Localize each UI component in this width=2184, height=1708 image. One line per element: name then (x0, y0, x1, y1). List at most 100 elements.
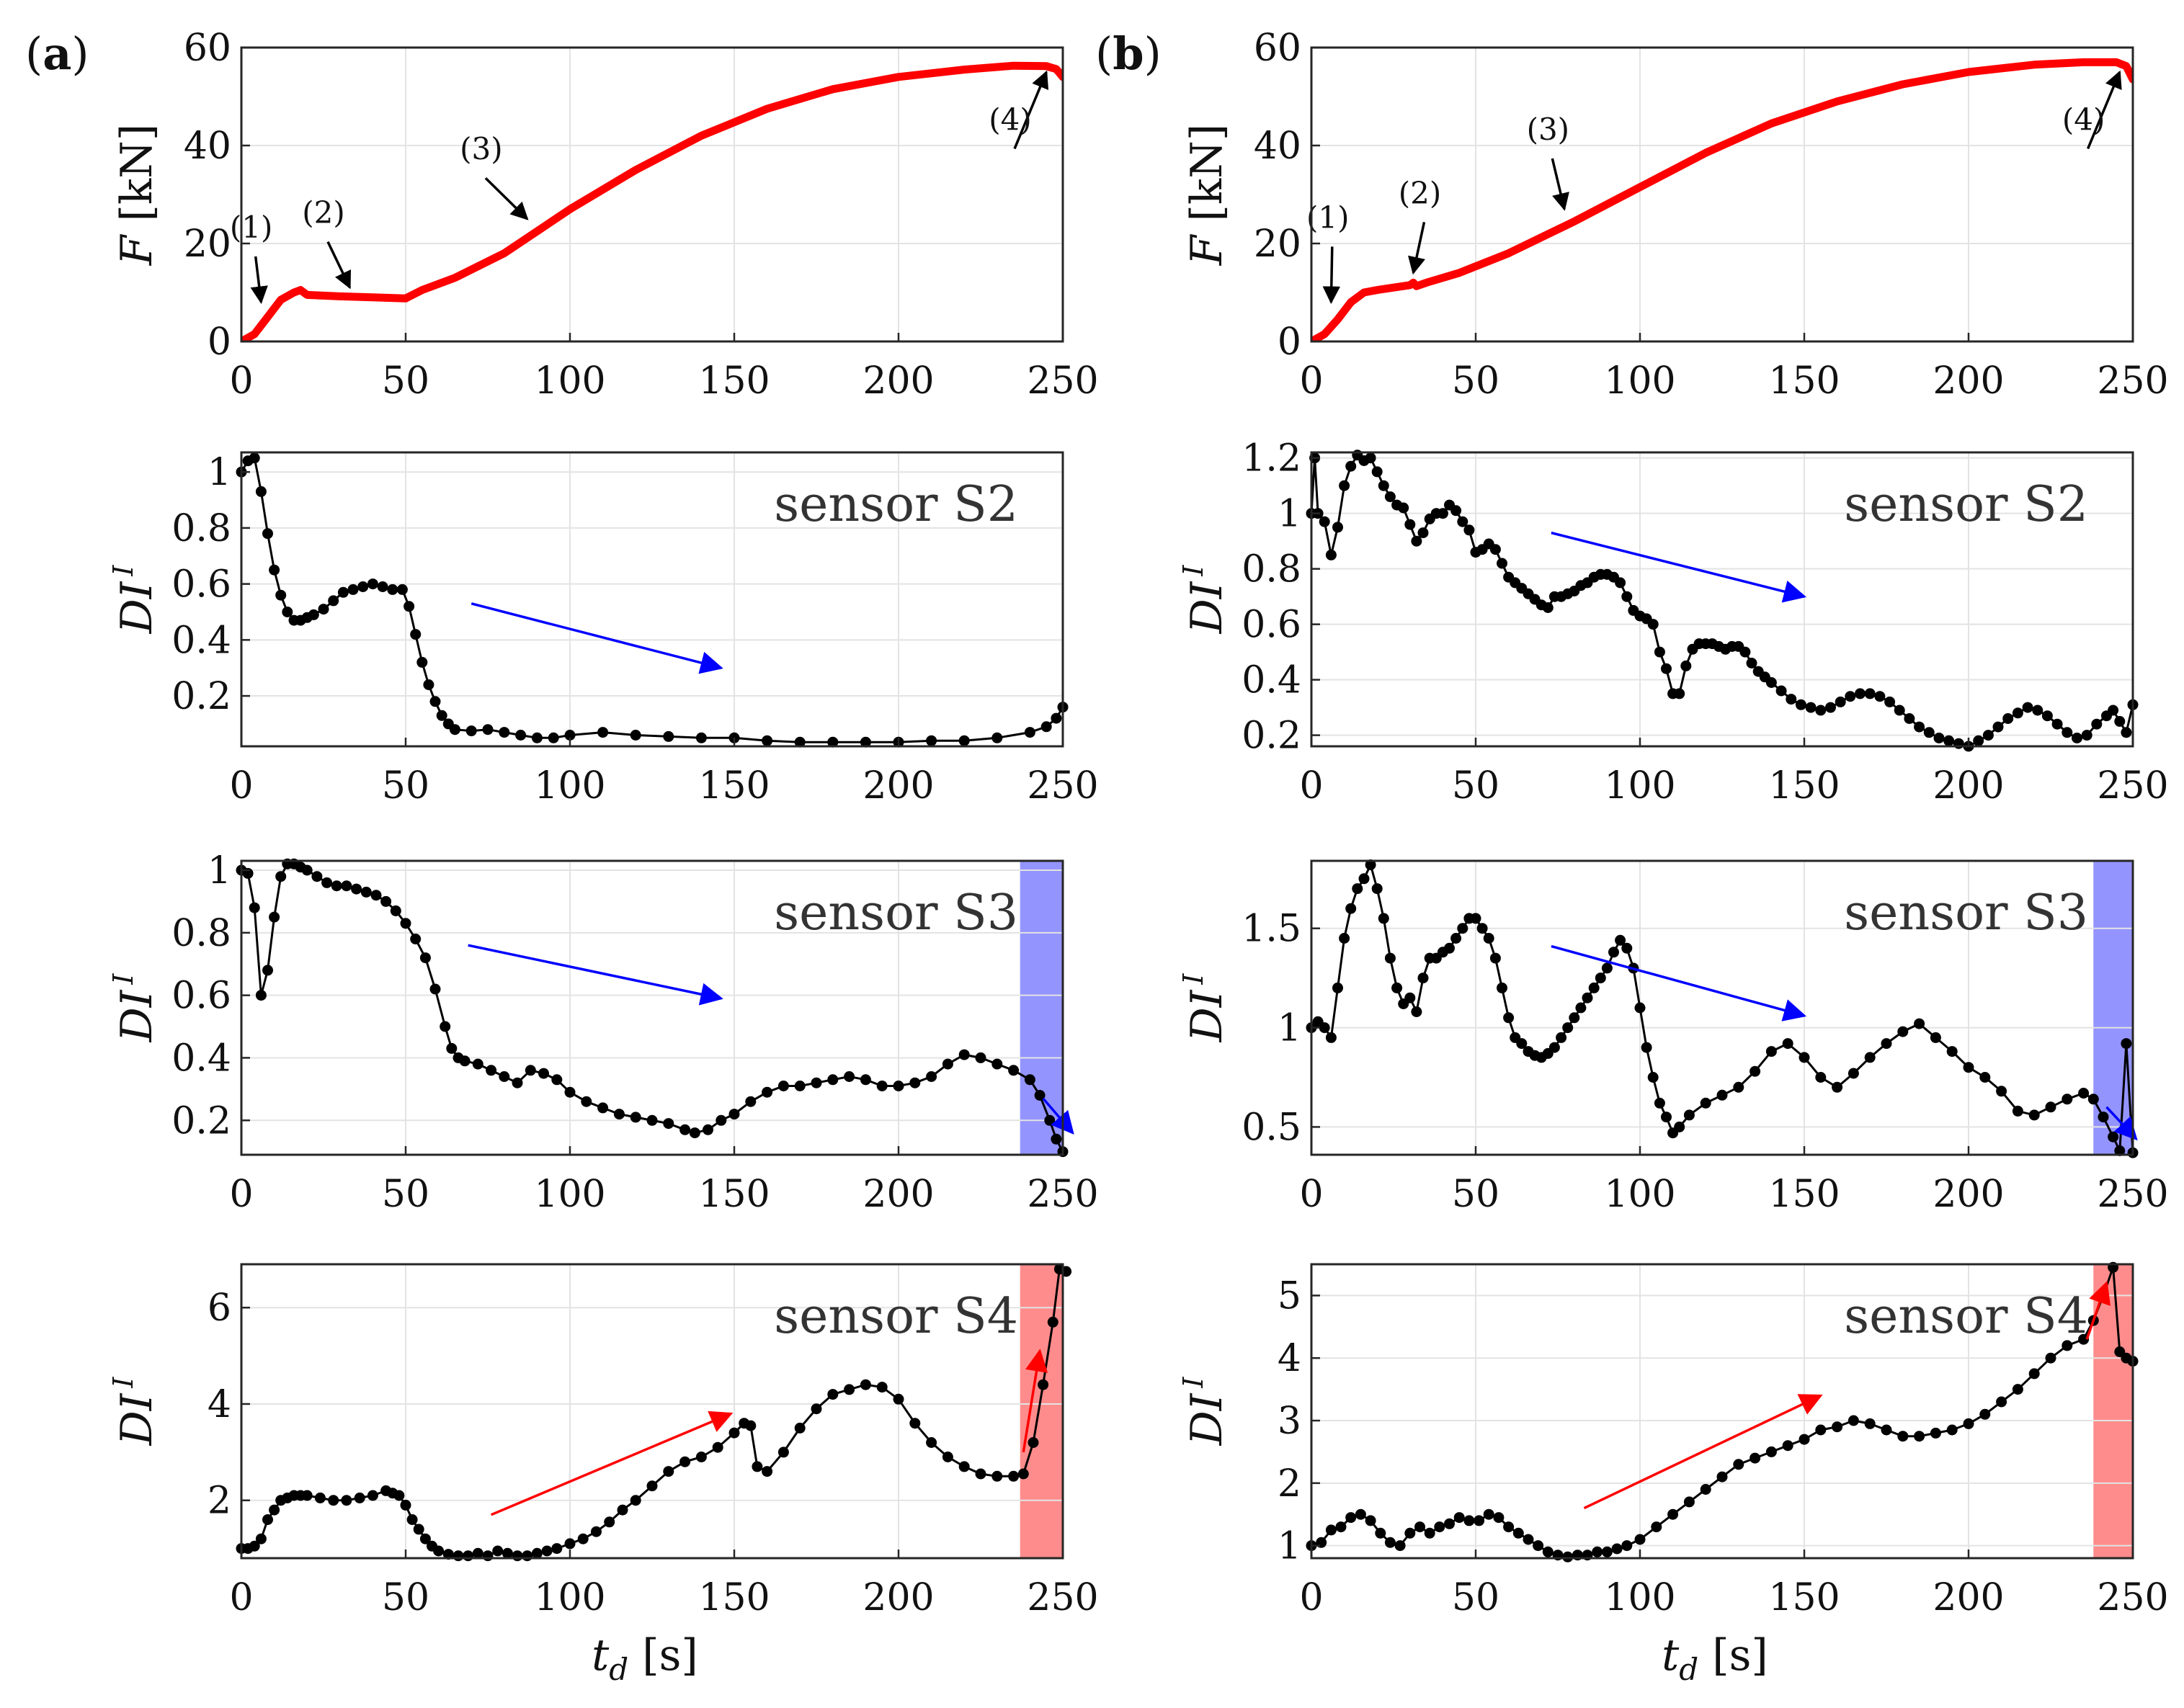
data-point (275, 589, 287, 601)
data-point (1352, 883, 1363, 895)
data-point (522, 1550, 533, 1562)
axes-box (240, 451, 1064, 748)
data-point (499, 1071, 510, 1082)
annotation-label: (4) (2062, 102, 2105, 137)
data-point (1700, 1484, 1711, 1495)
data-point (811, 1403, 822, 1415)
data-point (538, 1068, 549, 1079)
data-point (2078, 1333, 2090, 1345)
data-point (1641, 1042, 1652, 1053)
x-tick-label: 0 (1299, 1173, 1323, 1216)
data-point (991, 1470, 1003, 1482)
annotation-arrow (250, 256, 268, 305)
data-point (1437, 508, 1448, 519)
data-point (1391, 982, 1403, 993)
data-point (1782, 1038, 1793, 1050)
chart-b_s4: 0 50 100 150 200 250 1 2 3 4 5 DII sensor S4 td [s] (1177, 1261, 2169, 1687)
data-point (387, 584, 398, 595)
sensor-label: sensor S4 (1844, 1288, 2088, 1345)
chart-a_s2: 0 50 100 150 200 250 0.2 0.4 0.6 0.8 1 DII sensor S2 (107, 451, 1099, 808)
data-point (1700, 1097, 1711, 1109)
y-tick-label: 0.6 (171, 975, 231, 1018)
data-point (1667, 1508, 1679, 1520)
data-point (1542, 1546, 1554, 1557)
data-point (1733, 1081, 1744, 1093)
x-tick-label: 100 (534, 764, 605, 808)
y-tick-label: 20 (184, 223, 231, 266)
data-point (370, 890, 382, 901)
data-point (1750, 1065, 1761, 1077)
data-point (695, 1452, 707, 1462)
annotation-label: (3) (460, 131, 503, 166)
data-point (249, 1540, 260, 1552)
data-point (1733, 1459, 1744, 1470)
x-tick-label: 50 (382, 1576, 429, 1619)
y-tick-label: 4 (1278, 1337, 1301, 1380)
data-point (794, 736, 806, 748)
data-point (1319, 516, 1330, 527)
data-point (551, 1543, 563, 1555)
data-point (318, 604, 329, 615)
data-point (1548, 1042, 1560, 1053)
data-point (463, 1550, 474, 1562)
x-tick-label: 200 (1933, 764, 2004, 808)
data-point (486, 1065, 497, 1076)
highlight-band (2093, 861, 2133, 1155)
data-point (1319, 1022, 1330, 1034)
data-point (577, 1533, 589, 1544)
x-tick-label: 150 (698, 1173, 770, 1216)
y-tick-label: 1.5 (1242, 908, 1301, 951)
chart-a_s4: 0 50 100 150 200 250 2 4 6 DII sensor S4 td [s] (107, 1263, 1099, 1687)
data-point (679, 1124, 691, 1135)
data-point (400, 918, 411, 929)
data-point (745, 1420, 757, 1431)
annotation-arrow (484, 176, 529, 220)
data-point (1489, 952, 1501, 964)
data-point (909, 1418, 921, 1429)
data-point (423, 679, 434, 690)
highlight-band (1020, 1264, 1063, 1558)
series-line-force (241, 61, 1063, 341)
data-point (1765, 1446, 1777, 1457)
chart-b_s2: 0 50 100 150 200 250 0.2 0.4 0.6 0.8 1 1.2 DII sensor… (1177, 437, 2169, 808)
data-point (515, 730, 527, 741)
data-point (1339, 480, 1350, 491)
data-point (1371, 883, 1383, 895)
data-point (1414, 1521, 1425, 1533)
sensor-label: sensor S2 (774, 476, 1018, 533)
data-point (1739, 646, 1751, 658)
annotation-arrow (326, 241, 352, 290)
data-point (1450, 933, 1462, 944)
data-point (1503, 1521, 1515, 1533)
y-axis-label: DII (1177, 565, 1232, 635)
data-point (1647, 619, 1659, 630)
data-point (1832, 1081, 1843, 1093)
x-tick-label: 150 (698, 764, 770, 808)
data-point (597, 727, 609, 738)
data-point (429, 983, 441, 995)
data-point (472, 1547, 483, 1559)
data-point (564, 1086, 576, 1098)
data-point (975, 1052, 986, 1063)
data-point (827, 1074, 839, 1086)
data-point (282, 607, 293, 617)
data-point (1040, 721, 1052, 733)
chart-a_force: (1) (2) (3) (4) 0 50 100 150 200 250 0 20 40 60 F [kN]… (25, 27, 1099, 403)
data-point (1799, 1052, 1810, 1063)
x-tick-label: 250 (2097, 1173, 2168, 1216)
y-tick-label: 0.6 (171, 563, 231, 607)
data-point (255, 486, 267, 497)
panel-label: (b) (1095, 27, 1162, 80)
data-point (1680, 660, 1692, 671)
data-point (275, 871, 287, 882)
data-point (1914, 1018, 1925, 1029)
data-point (301, 1490, 313, 1501)
data-point (1765, 677, 1777, 688)
y-tick-label: 0.8 (171, 507, 231, 550)
data-point (2062, 1094, 2073, 1105)
data-point (581, 1096, 592, 1107)
x-tick-label: 200 (863, 764, 934, 808)
data-point (1835, 696, 1846, 707)
data-point (1601, 1546, 1613, 1557)
